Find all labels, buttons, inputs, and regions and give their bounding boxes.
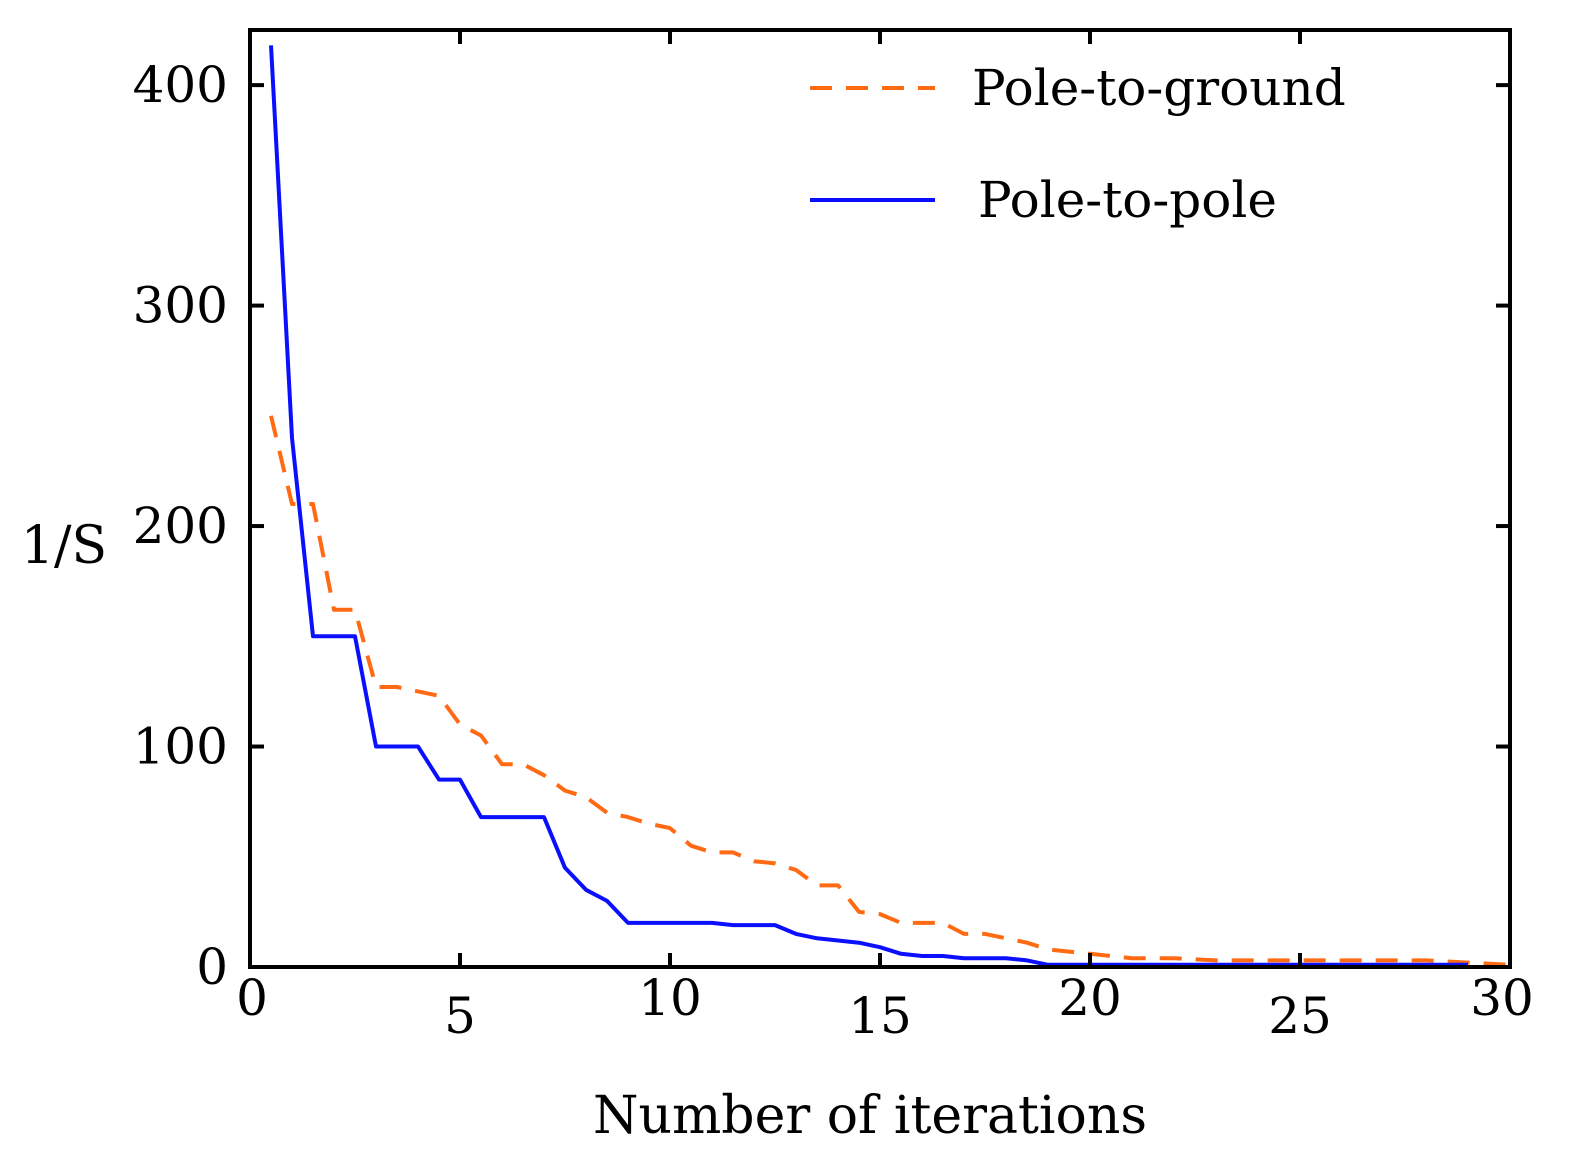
x-tick-label: 5 [444,987,476,1045]
y-tick-label: 0 [196,938,228,996]
y-tick-label: 100 [133,718,228,776]
x-tick-label: 0 [236,969,268,1027]
series-layer [269,45,1511,967]
y-axis-label: 1/S [21,516,107,576]
x-tick-label: 30 [1470,969,1534,1027]
x-axis-label: Number of iterations [593,1086,1147,1146]
legend: Pole-to-ground Pole-to-pole [810,59,1346,229]
x-tick-label: 15 [848,987,912,1045]
y-tick-label: 300 [133,277,228,335]
series-line-pole-to-pole [269,45,1468,967]
y-tick-label: 400 [133,56,228,114]
x-tick-label: 10 [638,969,702,1027]
x-tick-label: 20 [1058,969,1122,1027]
plot-frame [248,28,1512,969]
ticks-layer: 0 100 200 300 400 0 5 10 15 20 25 30 [133,30,1534,1045]
series-line-pole-to-ground [269,415,1511,967]
legend-label: Pole-to-pole [978,171,1277,229]
legend-label: Pole-to-ground [972,59,1346,117]
x-tick-label: 25 [1268,987,1332,1045]
y-tick-label: 200 [133,497,228,555]
